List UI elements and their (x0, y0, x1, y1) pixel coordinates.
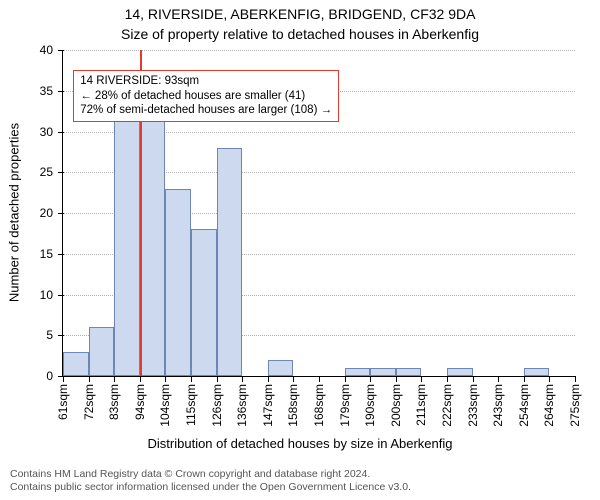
footer-line1: Contains HM Land Registry data © Crown c… (10, 468, 411, 481)
x-tick (421, 376, 422, 382)
y-tick-label: 35 (40, 84, 63, 98)
x-tick-label: 61sqm (56, 384, 70, 420)
x-tick (293, 376, 294, 382)
annotation-line: ← 28% of detached houses are smaller (41… (80, 89, 332, 103)
y-tick-label: 15 (40, 247, 63, 261)
chart-title-line1: 14, RIVERSIDE, ABERKENFIG, BRIDGEND, CF3… (0, 6, 600, 22)
x-tick-label: 179sqm (338, 384, 352, 427)
histogram-bar (396, 368, 422, 376)
x-tick-label: 254sqm (517, 384, 531, 427)
histogram-bar (524, 368, 550, 376)
x-tick-label: 115sqm (184, 384, 198, 426)
x-tick-label: 190sqm (363, 384, 377, 427)
footer-line2: Contains public sector information licen… (10, 481, 411, 494)
x-tick (345, 376, 346, 382)
y-tick-label: 30 (40, 125, 63, 139)
x-tick (140, 376, 141, 382)
copyright-footer: Contains HM Land Registry data © Crown c… (10, 468, 411, 494)
x-tick-label: 243sqm (491, 384, 505, 427)
annotation-box: 14 RIVERSIDE: 93sqm← 28% of detached hou… (73, 70, 339, 121)
x-tick (370, 376, 371, 382)
histogram-bar (140, 99, 166, 376)
y-tick-label: 25 (40, 165, 63, 179)
plot-area: 051015202530354061sqm72sqm83sqm94sqm104s… (62, 50, 575, 377)
y-tick-label: 0 (46, 369, 63, 383)
x-tick-label: 126sqm (210, 384, 224, 427)
x-tick-label: 233sqm (466, 384, 480, 427)
x-tick (191, 376, 192, 382)
x-tick (498, 376, 499, 382)
x-tick (549, 376, 550, 382)
y-tick-label: 20 (40, 206, 63, 220)
histogram-bar (63, 352, 89, 376)
histogram-bar (191, 229, 217, 376)
x-tick (165, 376, 166, 382)
y-tick-label: 10 (40, 288, 63, 302)
x-tick-label: 275sqm (568, 384, 582, 427)
histogram-bar (447, 368, 473, 376)
x-tick-label: 211sqm (414, 384, 428, 426)
x-tick (473, 376, 474, 382)
x-tick-label: 83sqm (107, 384, 121, 420)
x-tick-label: 158sqm (286, 384, 300, 427)
y-tick-label: 40 (40, 43, 63, 57)
x-tick-label: 147sqm (261, 384, 275, 427)
histogram-bar (89, 327, 115, 376)
x-tick (447, 376, 448, 382)
x-tick (242, 376, 243, 382)
histogram-bar (345, 368, 371, 376)
x-tick (114, 376, 115, 382)
x-tick (319, 376, 320, 382)
histogram-bar (217, 148, 243, 376)
x-tick-label: 264sqm (542, 384, 556, 427)
x-tick (89, 376, 90, 382)
x-tick-label: 94sqm (133, 384, 147, 420)
histogram-bar (165, 189, 191, 376)
y-axis-label: Number of detached properties (7, 50, 22, 376)
x-tick (524, 376, 525, 382)
x-tick-label: 136sqm (235, 384, 249, 427)
x-tick (63, 376, 64, 382)
annotation-line: 14 RIVERSIDE: 93sqm (80, 74, 332, 88)
x-tick-label: 104sqm (158, 384, 172, 427)
chart-title-line2: Size of property relative to detached ho… (0, 26, 600, 42)
histogram-bar (114, 99, 140, 376)
chart-container: 14, RIVERSIDE, ABERKENFIG, BRIDGEND, CF3… (0, 0, 600, 500)
histogram-bar (268, 360, 294, 376)
x-tick (217, 376, 218, 382)
x-tick-label: 72sqm (82, 384, 96, 420)
x-tick-label: 222sqm (440, 384, 454, 427)
annotation-line: 72% of semi-detached houses are larger (… (80, 103, 332, 117)
x-tick (396, 376, 397, 382)
x-tick-label: 200sqm (389, 384, 403, 427)
x-axis-label: Distribution of detached houses by size … (0, 436, 600, 451)
x-tick (268, 376, 269, 382)
y-tick-label: 5 (46, 328, 63, 342)
x-tick-label: 168sqm (312, 384, 326, 427)
x-tick (575, 376, 576, 382)
histogram-bar (370, 368, 396, 376)
